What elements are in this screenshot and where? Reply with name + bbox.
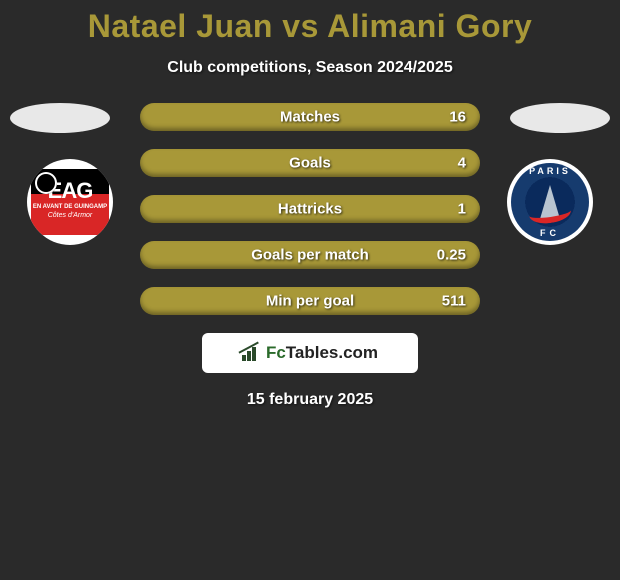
branding-badge: FcTables.com <box>202 333 418 373</box>
date-label: 15 february 2025 <box>0 391 620 409</box>
infographic: Natael Juan vs Alimani Gory Club competi… <box>0 0 620 409</box>
ring-text-top: PARIS <box>529 166 571 176</box>
stat-row: Matches 16 <box>140 103 480 131</box>
brand-suffix: Tables.com <box>286 343 378 362</box>
brand-prefix: Fc <box>266 343 286 362</box>
stat-rows: Matches 16 Goals 4 Hattricks 1 Goals per… <box>140 103 480 315</box>
stat-label: Min per goal <box>266 293 354 310</box>
eag-region: Côtes d'Armor <box>48 212 93 219</box>
stat-value-right: 511 <box>442 293 466 310</box>
title-player1: Natael Juan <box>88 8 273 44</box>
bar-chart-icon <box>242 345 262 361</box>
ring-text-bottom: FC <box>540 228 560 238</box>
stat-label: Goals per match <box>251 247 369 264</box>
title-vs: vs <box>282 8 319 44</box>
stat-row: Goals 4 <box>140 149 480 177</box>
brand-text: FcTables.com <box>266 343 378 363</box>
stat-label: Matches <box>280 109 340 126</box>
stat-value-right: 1 <box>458 201 466 218</box>
subtitle: Club competitions, Season 2024/2025 <box>0 59 620 77</box>
triskele-icon <box>35 172 57 194</box>
parisfc-badge: PARIS FC <box>511 163 589 241</box>
title-player2: Alimani Gory <box>327 8 532 44</box>
stat-row: Min per goal 511 <box>140 287 480 315</box>
player-avatar-left <box>10 103 110 133</box>
eag-badge: EAG EN AVANT DE GUINGAMP Côtes d'Armor <box>31 169 109 235</box>
stat-label: Goals <box>289 155 331 172</box>
stat-label: Hattricks <box>278 201 342 218</box>
stat-row: Goals per match 0.25 <box>140 241 480 269</box>
content-area: EAG EN AVANT DE GUINGAMP Côtes d'Armor P… <box>0 103 620 409</box>
team-logo-right: PARIS FC <box>507 159 593 245</box>
stat-row: Hattricks 1 <box>140 195 480 223</box>
player-avatar-right <box>510 103 610 133</box>
eag-fullname: EN AVANT DE GUINGAMP <box>33 204 107 210</box>
stat-value-right: 4 <box>458 155 466 172</box>
page-title: Natael Juan vs Alimani Gory <box>0 8 620 45</box>
stat-value-right: 0.25 <box>437 247 466 264</box>
team-logo-left: EAG EN AVANT DE GUINGAMP Côtes d'Armor <box>27 159 113 245</box>
stat-value-right: 16 <box>449 109 466 126</box>
